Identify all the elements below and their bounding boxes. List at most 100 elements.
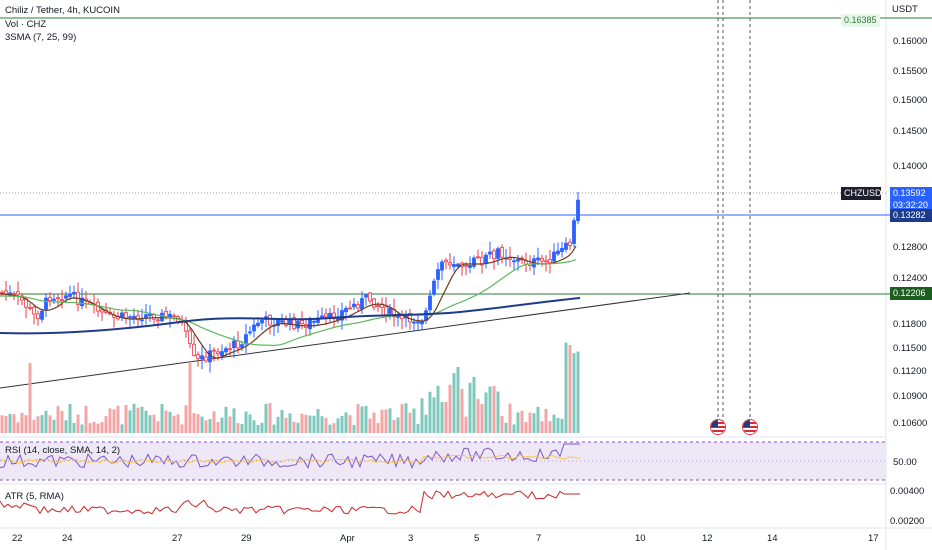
volume-bar [436,385,440,433]
candle [248,331,252,334]
candle [80,297,84,307]
currency-label: USDT [892,4,918,15]
volume-bar [140,406,144,433]
candle [432,280,436,295]
volume-bar [288,413,292,433]
volume-bar [548,421,552,433]
candle [372,298,376,308]
volume-bar [556,418,560,433]
upper-hline-tag: 0.13282 [890,209,932,222]
volume-bar [360,406,364,433]
volume-bar [132,403,136,433]
volume-bar [392,419,396,433]
volume-bar [192,413,196,433]
candle [416,321,420,324]
price-axis-label: 0.10900 [893,391,928,402]
volume-bar [160,403,164,433]
volume-bar [244,411,248,433]
candle [300,320,304,325]
candle [32,306,36,315]
price-axis-label: 0.14000 [893,161,928,172]
us-flag-icon[interactable] [742,419,758,435]
volume-bar [508,403,512,433]
candle [492,250,496,260]
us-flag-icon[interactable] [710,419,726,435]
time-axis-label: 3 [408,533,414,544]
volume-bar [48,415,52,433]
volume-bar [300,413,304,433]
volume-bar [36,416,40,433]
candle [224,348,228,353]
rsi-line [0,443,580,470]
candle [360,298,364,310]
candle [308,319,312,330]
candle [344,308,348,313]
time-axis-label: Apr [340,533,355,544]
candle [48,297,52,301]
volume-bar [112,409,116,433]
volume-bar [212,411,216,433]
atr-legend[interactable]: ATR (5, RMA) [5,491,64,502]
volume-bar [404,403,408,433]
volume-bar [96,423,100,433]
volume-bar [24,415,28,433]
candle [444,259,448,263]
volume-bar [332,423,336,433]
candle [448,262,452,266]
volume-bar [124,405,128,433]
candle [384,306,388,316]
candle [412,321,416,324]
volume-bar [424,414,428,433]
candle [332,312,336,320]
candle [576,199,580,221]
candle [188,330,192,344]
volume-bar [432,397,436,433]
volume-bar [356,404,360,433]
volume-bar [472,376,476,433]
candle [132,315,136,319]
time-axis-label: 17 [868,533,879,544]
candle [556,250,560,255]
volume-bar [148,415,152,433]
volume-bar [480,404,484,433]
volume-bar [372,412,376,433]
rsi-legend[interactable]: RSI (14, close, SMA, 14, 2) [5,445,121,456]
candle [456,263,460,267]
sma-legend[interactable]: 3SMA (7, 25, 99) [5,32,77,43]
countdown-tag: 03:32:20 [890,199,932,212]
candle [464,264,468,267]
volume-bar [4,415,8,433]
candle [220,351,224,357]
volume-bar [156,421,160,433]
candle [44,297,48,310]
volume-bar [464,416,468,433]
candle [212,349,216,352]
candle [388,307,392,314]
volume-bar [172,415,176,433]
volume-bar [328,424,332,433]
volume-bar [564,342,568,433]
candle [60,299,64,302]
volume-bar [448,384,452,433]
volume-bar [520,410,524,433]
candle [472,257,476,267]
volume-bar [40,415,44,433]
candle [120,312,124,318]
symbol-title[interactable]: Chiliz / Tether, 4h, KUCOIN [5,5,120,16]
volume-bar [488,386,492,433]
volume-bar [176,414,180,433]
candle [196,354,200,359]
volume-bar [80,424,84,433]
candle [276,319,280,327]
volume-bar [216,422,220,433]
candle [500,246,504,258]
volume-legend[interactable]: Vol · CHZ [5,19,47,30]
price-axis-label: 0.15500 [893,66,928,77]
candle [204,356,208,362]
volume-bar [208,418,212,433]
candle [12,293,16,295]
candle [480,256,484,266]
candle [536,257,540,261]
volume-bar [224,406,228,433]
